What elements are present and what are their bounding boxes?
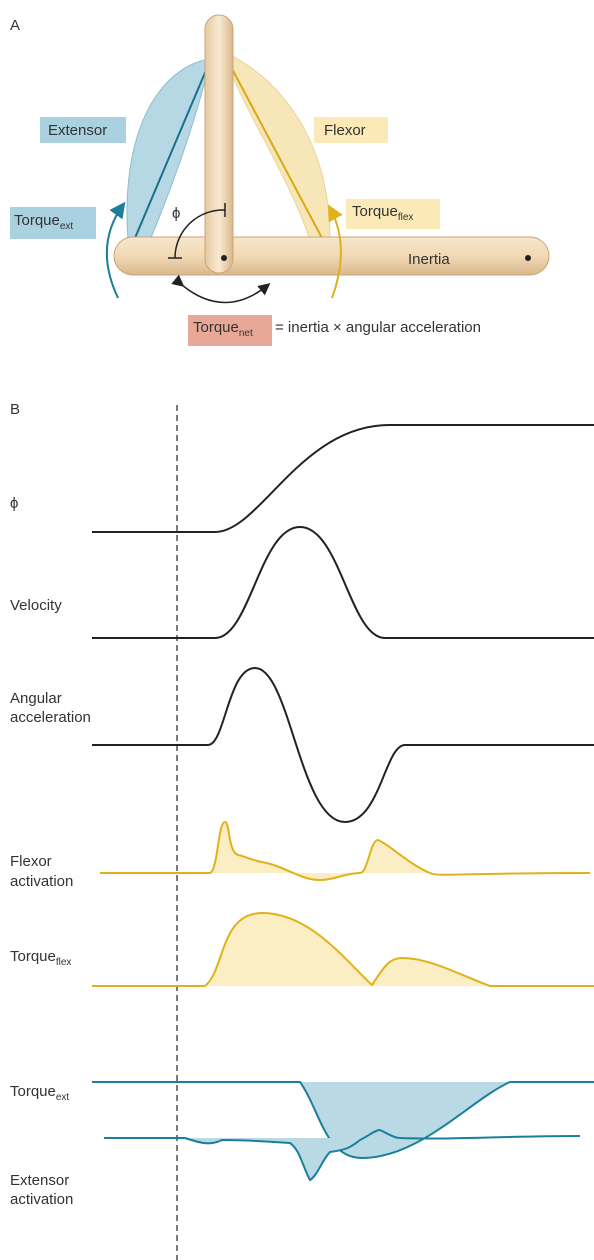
angle-trace bbox=[92, 424, 594, 533]
trace-label: Angular bbox=[10, 690, 62, 707]
torque-ext-trace bbox=[92, 1081, 594, 1160]
upper-arm-bone bbox=[204, 14, 234, 274]
trace-label: ϕ bbox=[10, 495, 18, 512]
torque-text: Torque bbox=[10, 948, 56, 965]
extensor-activation-fill bbox=[185, 1130, 400, 1180]
flexor-muscle bbox=[229, 54, 331, 241]
label-box bbox=[40, 117, 126, 143]
torque-flex-label: Torqueflex bbox=[352, 203, 413, 223]
phi-label: ϕ bbox=[172, 205, 180, 222]
joint bbox=[221, 255, 227, 261]
acceleration-trace bbox=[92, 666, 594, 824]
torque-text: Torque bbox=[10, 1083, 56, 1100]
torque-text: Torque bbox=[14, 212, 60, 229]
torque-text: Torque bbox=[193, 319, 239, 336]
inertia-label: Inertia bbox=[408, 251, 450, 268]
flexor-label: Flexor bbox=[324, 122, 366, 139]
extensor-tendon bbox=[134, 67, 208, 239]
torque-text: Torque bbox=[352, 203, 398, 220]
rotation-arrow bbox=[171, 274, 271, 304]
torque-ext-label: Torqueext bbox=[14, 212, 73, 232]
torque-flex-arrow bbox=[328, 204, 343, 299]
subscript: net bbox=[239, 328, 253, 339]
forearm-bone bbox=[113, 236, 550, 276]
flexor-activation-fill bbox=[210, 822, 430, 880]
trace-label: Flexor bbox=[10, 853, 52, 870]
mass-point bbox=[525, 255, 531, 261]
trace-label: activation bbox=[10, 1191, 73, 1208]
label-box bbox=[10, 207, 96, 239]
subscript: ext bbox=[60, 221, 74, 232]
trace-label: Extensor bbox=[10, 1172, 69, 1189]
equation: = inertia × angular acceleration bbox=[275, 319, 481, 336]
subscript: flex bbox=[398, 212, 414, 223]
label-box bbox=[314, 117, 388, 143]
torque-net-label: Torquenet bbox=[193, 319, 253, 339]
trace-label: acceleration bbox=[10, 709, 91, 726]
flexor-activation-trace bbox=[100, 820, 591, 882]
panel-label: A bbox=[10, 17, 20, 34]
torque-flex-trace bbox=[92, 911, 594, 987]
trace-label: Torqueext bbox=[10, 1083, 69, 1103]
torque-flex-fill bbox=[205, 913, 490, 986]
trace-label: Torqueflex bbox=[10, 948, 71, 968]
trace-label: Velocity bbox=[10, 597, 62, 614]
velocity-trace bbox=[92, 525, 594, 639]
subscript: flex bbox=[56, 957, 72, 968]
label-box bbox=[188, 315, 272, 346]
angle-arc bbox=[174, 209, 226, 259]
torque-ext-arrow bbox=[105, 201, 126, 299]
label-box bbox=[346, 199, 440, 229]
subscript: ext bbox=[56, 1092, 70, 1103]
extensor-label: Extensor bbox=[48, 122, 107, 139]
extensor-muscle bbox=[126, 59, 209, 241]
flexor-tendon bbox=[229, 64, 323, 239]
panel-label: B bbox=[10, 401, 20, 418]
extensor-activation-trace bbox=[104, 1128, 581, 1182]
trace-label: activation bbox=[10, 873, 73, 890]
